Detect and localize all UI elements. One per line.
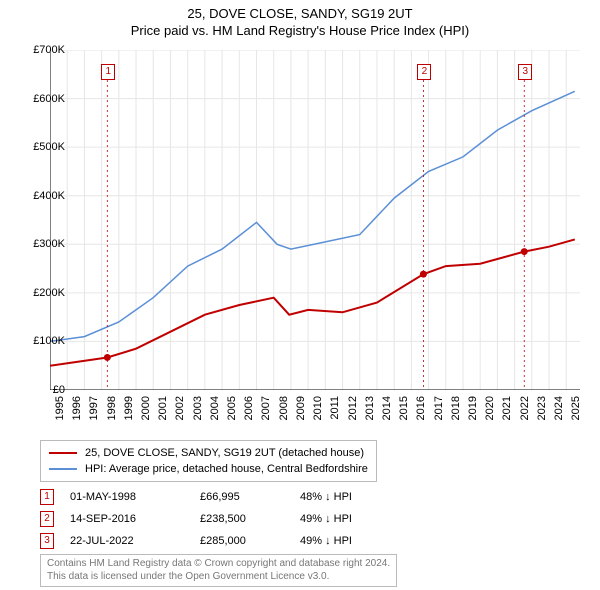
sale-price: £238,500 [200,513,300,525]
x-tick-label: 2003 [192,396,204,420]
sale-marker-flag: 2 [417,64,431,80]
x-tick-label: 2015 [398,396,410,420]
y-tick-label: £300K [33,238,65,250]
x-tick-label: 2024 [553,396,565,420]
x-tick-label: 2008 [278,396,290,420]
x-tick-label: 2002 [174,396,186,420]
x-tick-label: 2012 [347,396,359,420]
sale-marker-icon: 3 [40,533,54,549]
y-tick-label: £500K [33,141,65,153]
footer-line: This data is licensed under the Open Gov… [47,571,390,584]
x-tick-label: 2005 [226,396,238,420]
x-tick-label: 1998 [106,396,118,420]
sale-price: £66,995 [200,491,300,503]
x-tick-label: 2016 [415,396,427,420]
sale-marker-flag: 1 [101,64,115,80]
table-row: 3 22-JUL-2022 £285,000 49% ↓ HPI [40,530,400,552]
x-tick-label: 2025 [570,396,582,420]
legend-row: 25, DOVE CLOSE, SANDY, SG19 2UT (detache… [49,445,368,461]
x-tick-label: 2013 [364,396,376,420]
x-tick-label: 2004 [209,396,221,420]
x-tick-label: 1999 [123,396,135,420]
x-tick-label: 2014 [381,396,393,420]
x-tick-label: 2000 [140,396,152,420]
x-tick-label: 2018 [450,396,462,420]
legend-swatch [49,468,77,470]
title-address: 25, DOVE CLOSE, SANDY, SG19 2UT [0,6,600,21]
table-row: 2 14-SEP-2016 £238,500 49% ↓ HPI [40,508,400,530]
y-tick-label: £200K [33,287,65,299]
sale-vs-hpi: 48% ↓ HPI [300,491,400,503]
sale-date: 01-MAY-1998 [70,491,200,503]
chart-svg [50,50,580,390]
chart-area [50,50,580,390]
table-row: 1 01-MAY-1998 £66,995 48% ↓ HPI [40,486,400,508]
legend-swatch [49,452,77,454]
sale-marker-icon: 2 [40,511,54,527]
x-tick-label: 2011 [329,396,341,420]
y-tick-label: £600K [33,93,65,105]
x-tick-label: 2006 [243,396,255,420]
x-tick-label: 1996 [71,396,83,420]
y-tick-label: £700K [33,44,65,56]
attribution-footer: Contains HM Land Registry data © Crown c… [40,554,397,587]
legend-label: HPI: Average price, detached house, Cent… [85,463,368,475]
title-subtitle: Price paid vs. HM Land Registry's House … [0,23,600,38]
sale-marker-flag: 3 [518,64,532,80]
x-tick-label: 2023 [536,396,548,420]
x-tick-label: 2020 [484,396,496,420]
sale-date: 14-SEP-2016 [70,513,200,525]
transactions-table: 1 01-MAY-1998 £66,995 48% ↓ HPI 2 14-SEP… [40,486,400,552]
y-tick-label: £100K [33,335,65,347]
legend: 25, DOVE CLOSE, SANDY, SG19 2UT (detache… [40,440,377,482]
x-tick-label: 2019 [467,396,479,420]
title-block: 25, DOVE CLOSE, SANDY, SG19 2UT Price pa… [0,0,600,38]
x-tick-label: 2007 [260,396,272,420]
x-tick-label: 2010 [312,396,324,420]
y-tick-label: £400K [33,190,65,202]
x-tick-label: 2021 [501,396,513,420]
x-tick-label: 2009 [295,396,307,420]
sale-vs-hpi: 49% ↓ HPI [300,535,400,547]
legend-row: HPI: Average price, detached house, Cent… [49,461,368,477]
x-tick-label: 1995 [54,396,66,420]
x-tick-label: 2017 [433,396,445,420]
sale-date: 22-JUL-2022 [70,535,200,547]
x-tick-label: 1997 [88,396,100,420]
sale-price: £285,000 [200,535,300,547]
y-tick-label: £0 [53,384,65,396]
chart-container: 25, DOVE CLOSE, SANDY, SG19 2UT Price pa… [0,0,600,590]
footer-line: Contains HM Land Registry data © Crown c… [47,558,390,571]
x-tick-label: 2001 [157,396,169,420]
sale-vs-hpi: 49% ↓ HPI [300,513,400,525]
sale-marker-icon: 1 [40,489,54,505]
x-tick-label: 2022 [519,396,531,420]
legend-label: 25, DOVE CLOSE, SANDY, SG19 2UT (detache… [85,447,364,459]
